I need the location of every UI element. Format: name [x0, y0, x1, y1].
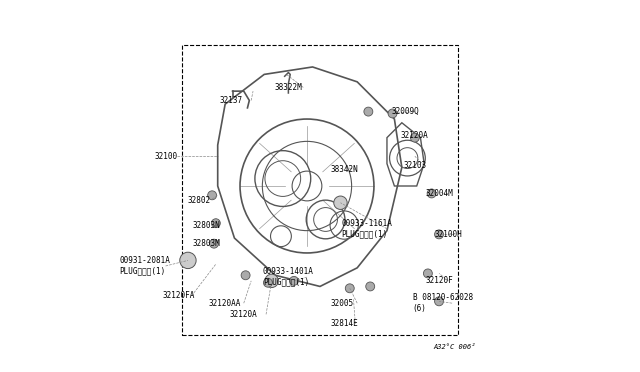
Circle shape [207, 191, 216, 200]
Circle shape [410, 133, 419, 142]
Text: 32120A: 32120A [230, 310, 258, 319]
Circle shape [427, 189, 436, 198]
Text: 32137: 32137 [219, 96, 243, 105]
Text: 32803N: 32803N [193, 221, 220, 230]
Circle shape [334, 196, 347, 209]
Text: A32°C 006²: A32°C 006² [434, 344, 476, 350]
Text: 32100: 32100 [154, 152, 177, 161]
Text: 32004M: 32004M [425, 189, 453, 198]
Text: 32120A: 32120A [401, 131, 429, 140]
Circle shape [346, 284, 354, 293]
Text: 38342N: 38342N [330, 165, 358, 174]
Text: 32009Q: 32009Q [392, 107, 419, 116]
Circle shape [241, 271, 250, 280]
Circle shape [435, 297, 444, 306]
Text: 32120AA: 32120AA [209, 299, 241, 308]
Text: 38322M: 38322M [275, 83, 302, 92]
Circle shape [365, 282, 374, 291]
Text: 32802: 32802 [188, 196, 211, 205]
Circle shape [364, 107, 373, 116]
Text: 32005: 32005 [331, 299, 354, 308]
Circle shape [388, 109, 397, 118]
Text: 00933-1401A
PLUGプラグ(1): 00933-1401A PLUGプラグ(1) [263, 267, 314, 287]
Text: B 08120-62028
(6): B 08120-62028 (6) [413, 294, 473, 313]
Circle shape [424, 269, 433, 278]
Circle shape [264, 278, 273, 287]
Text: 32103: 32103 [403, 161, 426, 170]
Circle shape [435, 230, 444, 239]
Circle shape [209, 239, 218, 248]
Text: 00931-2081A
PLUGプラグ(1): 00931-2081A PLUGプラグ(1) [120, 256, 171, 276]
Circle shape [211, 219, 220, 228]
Text: 32814E: 32814E [330, 319, 358, 328]
Text: 32803M: 32803M [193, 239, 220, 248]
Text: 32100H: 32100H [435, 230, 462, 239]
Circle shape [289, 276, 298, 285]
Circle shape [265, 274, 278, 288]
Text: 00933-1161A
PLUGプラグ(1): 00933-1161A PLUGプラグ(1) [341, 219, 392, 238]
Circle shape [180, 252, 196, 269]
Text: 32120F: 32120F [425, 276, 453, 285]
Text: 32120FA: 32120FA [163, 291, 195, 300]
